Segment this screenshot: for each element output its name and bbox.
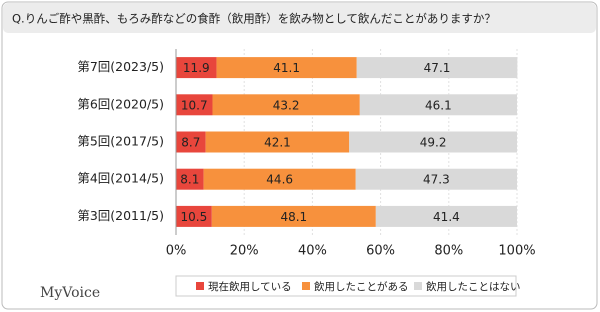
chart-title: Q.りんご酢や黒酢、もろみ酢などの食酢（飲用酢）を飲み物として飲んだことがありま…	[12, 12, 496, 26]
bar-segment	[356, 57, 518, 79]
data-label: 8.7	[181, 136, 200, 150]
bar-segment	[211, 205, 376, 227]
bar-segment	[205, 131, 350, 153]
logo: MyVoice	[40, 285, 100, 301]
data-label: 47.1	[424, 61, 451, 75]
bar-segment	[176, 168, 204, 190]
bar-segment	[359, 94, 517, 116]
data-label: 41.4	[433, 210, 460, 224]
data-label: 43.2	[273, 98, 300, 112]
data-label: 48.1	[280, 210, 307, 224]
bar-segment	[176, 205, 212, 227]
data-label: 46.1	[425, 98, 452, 112]
bar-segment	[203, 168, 356, 190]
legend-swatch	[302, 282, 310, 290]
y-tick-label: 第7回(2023/5)	[77, 59, 164, 74]
x-tick-label: 80%	[434, 244, 463, 259]
y-tick-label: 第6回(2020/5)	[77, 96, 164, 111]
data-label: 8.1	[180, 173, 199, 187]
bar-segment	[375, 205, 517, 227]
legend-box	[175, 275, 517, 297]
title-bar	[3, 3, 596, 33]
legend-label: 飲用したことはない	[426, 280, 521, 293]
data-label: 11.9	[183, 61, 210, 75]
y-tick-label: 第5回(2017/5)	[77, 134, 164, 149]
data-label: 42.1	[264, 136, 291, 150]
data-label: 41.1	[273, 61, 300, 75]
bar-segment	[176, 131, 206, 153]
bar-segment	[176, 57, 217, 79]
bar-segment	[212, 94, 360, 116]
y-tick-label: 第4回(2014/5)	[77, 171, 164, 186]
legend-label: 現在飲用している	[208, 280, 292, 293]
bar-segment	[176, 94, 213, 116]
data-label: 10.7	[181, 98, 208, 112]
y-tick-label: 第3回(2011/5)	[77, 208, 164, 223]
x-tick-label: 20%	[230, 244, 259, 259]
data-label: 47.3	[423, 173, 450, 187]
x-tick-label: 60%	[366, 244, 395, 259]
data-label: 10.5	[181, 210, 208, 224]
x-tick-label: 100%	[498, 244, 535, 259]
x-tick-label: 0%	[166, 244, 187, 259]
x-tick-label: 40%	[298, 244, 327, 259]
legend-label: 飲用したことがある	[314, 280, 409, 293]
data-label: 49.2	[420, 136, 447, 150]
legend-swatch	[414, 282, 422, 290]
legend-swatch	[196, 282, 204, 290]
data-label: 44.6	[266, 173, 293, 187]
bar-segment	[216, 57, 357, 79]
bar-segment	[355, 168, 517, 190]
bar-segment	[349, 131, 517, 153]
